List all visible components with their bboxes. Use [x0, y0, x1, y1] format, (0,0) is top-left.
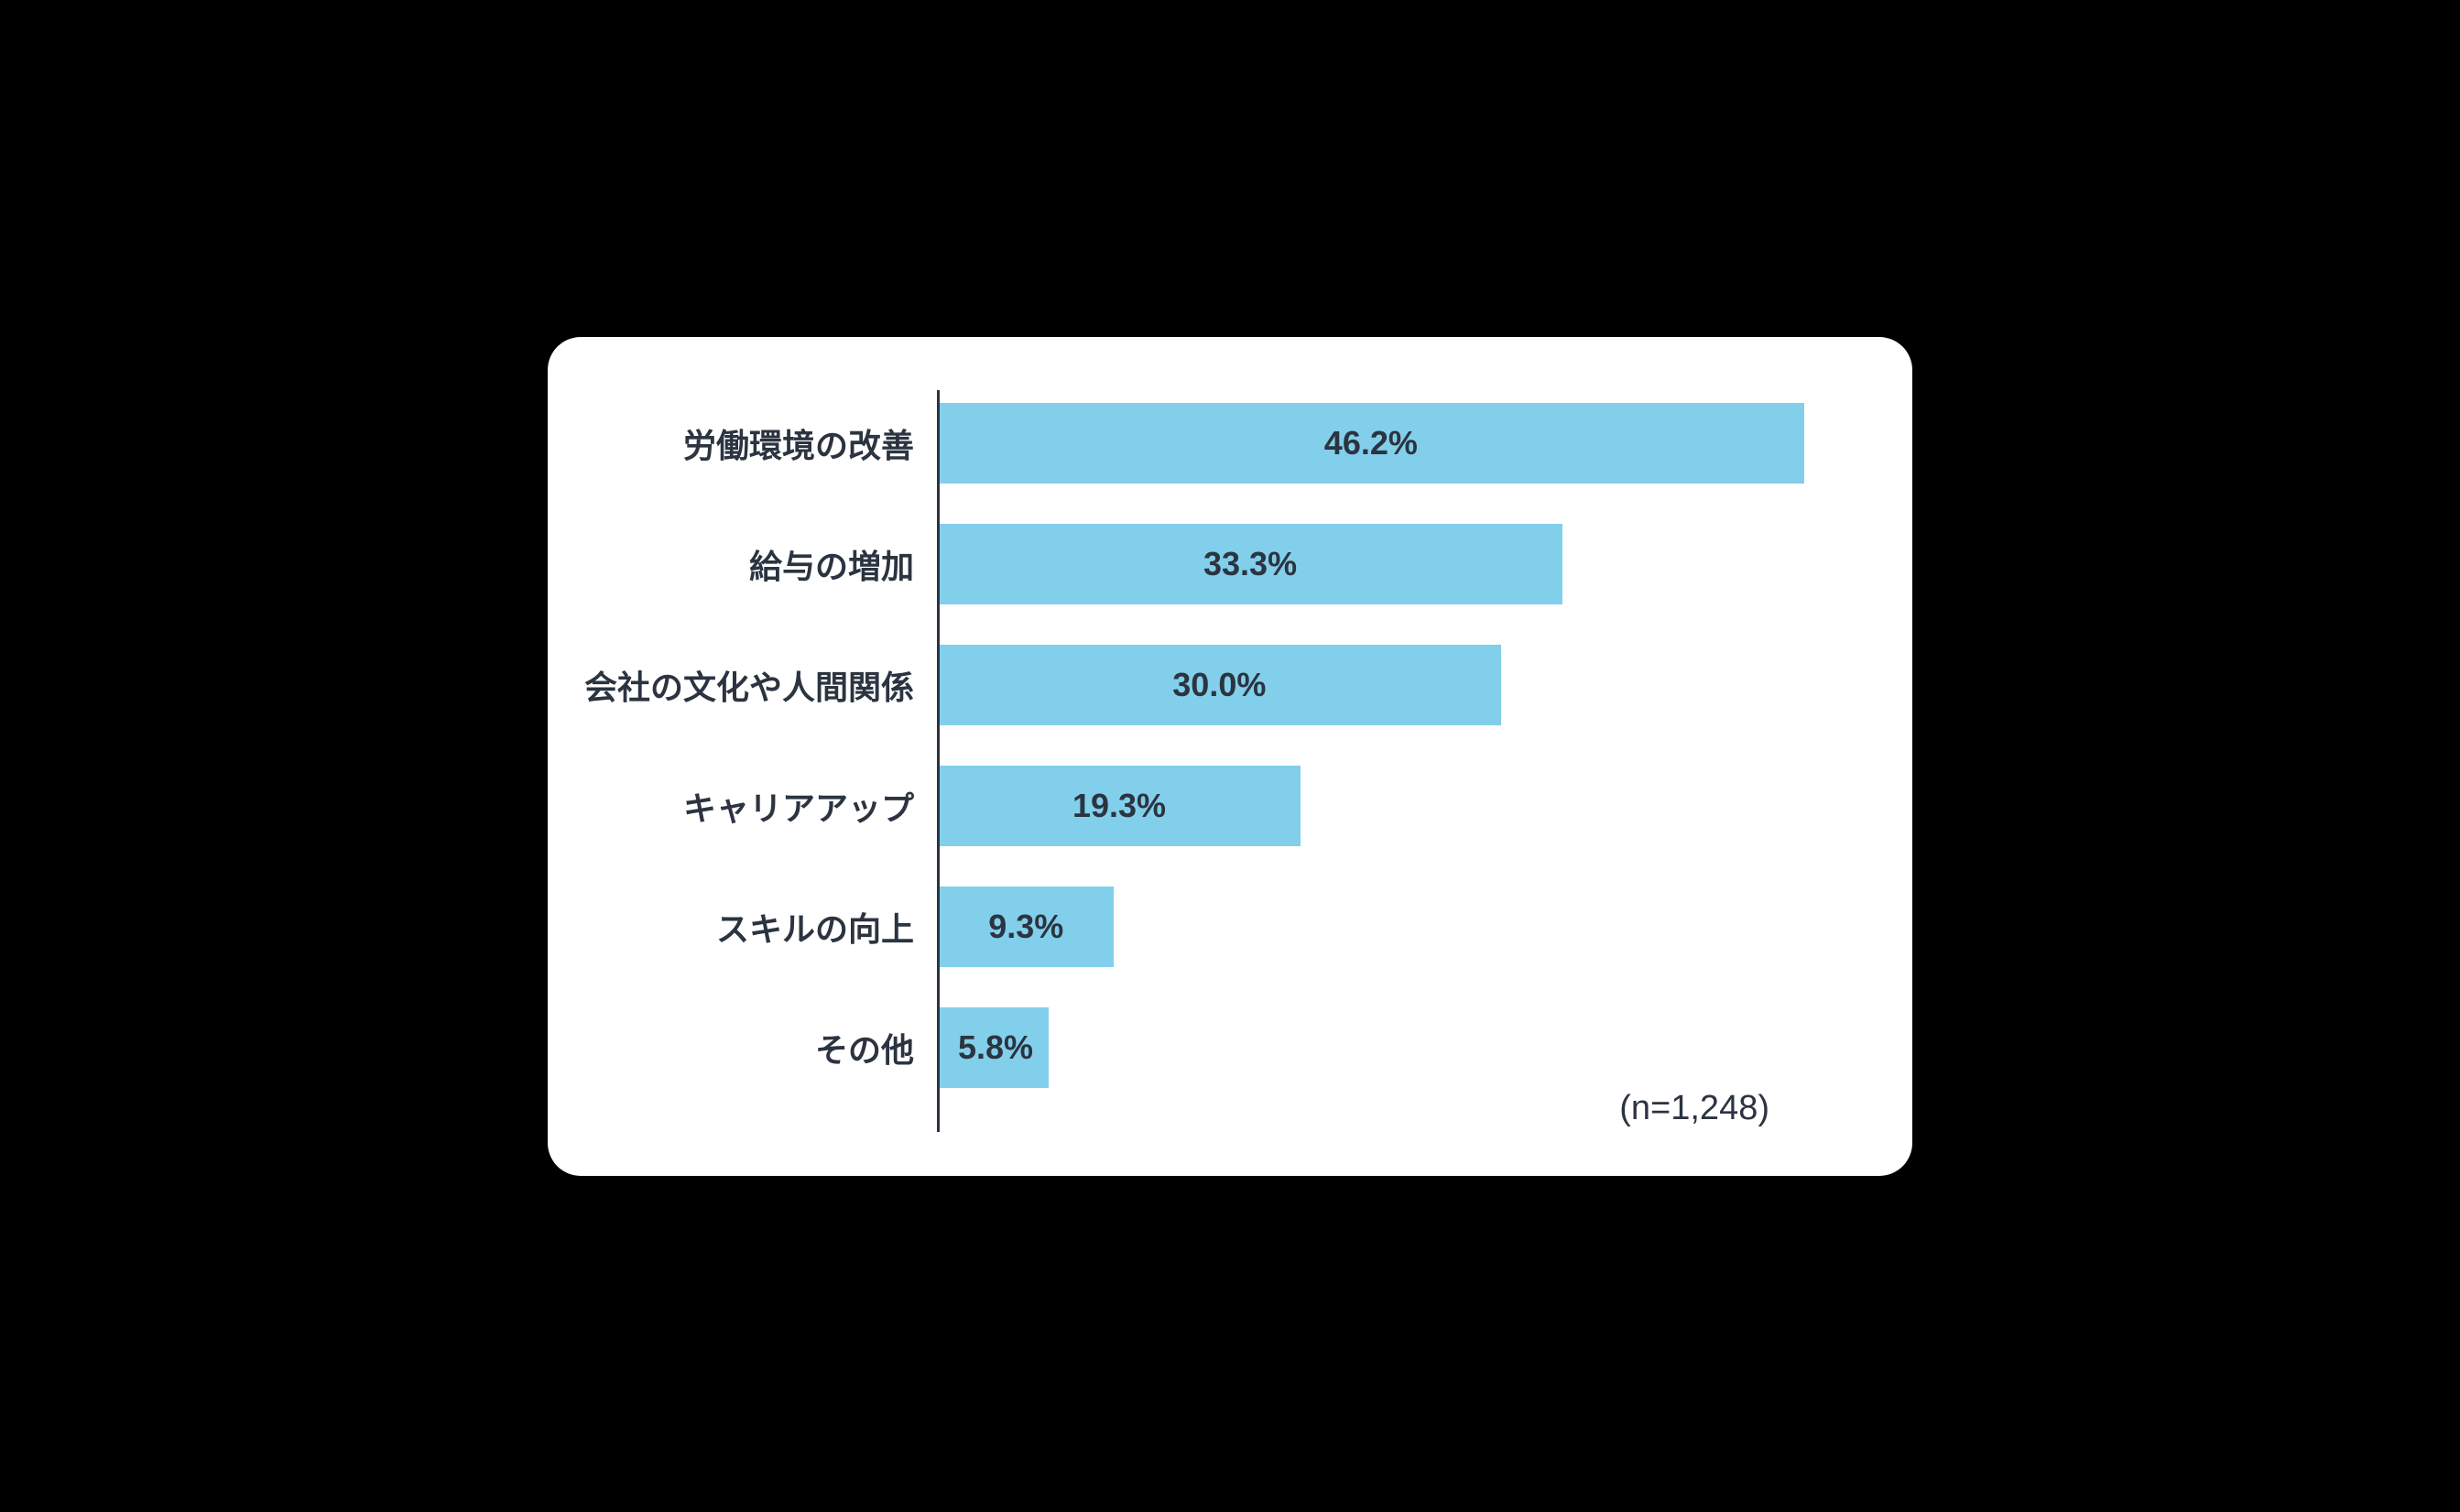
- bar-rows-container: 労働環境の改善 46.2% 給与の増加 33.3% 会社の文化や人間関係30.0% キャリ…: [603, 390, 1857, 1132]
- value-label: 33.3%: [1203, 545, 1297, 583]
- value-label: 19.3%: [1072, 787, 1166, 825]
- chart-area: 労働環境の改善 46.2% 給与の増加 33.3% 会社の文化や人間関係30.0% キャリ…: [603, 390, 1857, 1132]
- category-label: その他: [815, 1024, 940, 1071]
- bar-row: 給与の増加 33.3%: [603, 524, 1857, 604]
- bar-row: 会社の文化や人間関係30.0%: [603, 645, 1857, 725]
- bar-row: その他 5.8%: [603, 1007, 1857, 1088]
- chart-card: 労働環境の改善46.2%給与の増加33.3%会社の文化や人間関係30.0%キャリ…: [548, 337, 1912, 1176]
- category-label: スキルの向上: [716, 903, 940, 951]
- value-label: 5.8%: [958, 1028, 1033, 1067]
- value-label: 46.2%: [1324, 424, 1418, 462]
- bar-row: スキルの向上 9.3%: [603, 887, 1857, 967]
- sample-size-note: (n=1,248): [1619, 1089, 1769, 1128]
- category-label: キャリアアップ: [683, 782, 940, 830]
- value-label: 9.3%: [988, 908, 1063, 946]
- category-label: 会社の文化や人間関係: [584, 661, 940, 709]
- value-label: 30.0%: [1172, 666, 1266, 704]
- category-label: 給与の増加: [749, 540, 940, 588]
- category-label: 労働環境の改善: [683, 419, 940, 467]
- bar-row: 労働環境の改善 46.2%: [603, 403, 1857, 484]
- bar-row: キャリアアップ 19.3%: [603, 766, 1857, 846]
